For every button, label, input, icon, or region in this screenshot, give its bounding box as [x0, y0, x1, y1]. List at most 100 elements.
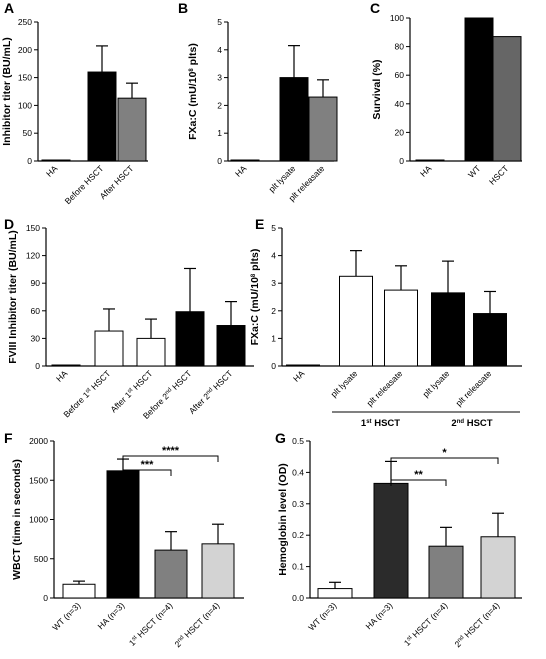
- panel-c-ytick-label: 40: [395, 99, 405, 109]
- panel-c-letter: C: [370, 0, 380, 16]
- panel-g-bar-1: [373, 482, 409, 599]
- panel-f-bar-0: [62, 583, 96, 599]
- panel-e-ytick-label: 2: [271, 306, 276, 316]
- panel-c-bar-0: [415, 159, 445, 162]
- panel-c-bar-1: [464, 17, 494, 162]
- panel-g-ytick-label: 0.1: [292, 562, 304, 572]
- panel-d-bar-3: [175, 311, 205, 367]
- panel-b-ytick-label: 4: [217, 45, 222, 55]
- panel-f-bar-1: [106, 470, 140, 599]
- panel-a-xtick-label-0: HA: [44, 163, 60, 179]
- panel-d-ytick-label: 30: [31, 333, 41, 343]
- panel-c-bar-2: [492, 36, 522, 162]
- panel-a-ytick-label: 0: [27, 156, 32, 166]
- panel-e-xtick-label-1: plt lysate: [329, 368, 360, 399]
- panel-g-xtick-label-1: HA (n=3): [363, 600, 394, 631]
- panel-d-ytick-label: 120: [26, 251, 40, 261]
- panel-d-bar-2: [136, 337, 166, 367]
- panel-c-ytick-label: 0: [399, 156, 404, 166]
- panel-e-group-label-1: 2nd HSCT: [451, 418, 492, 429]
- panel-d-letter: D: [4, 216, 14, 232]
- panel-b-ytick-label: 0: [217, 156, 222, 166]
- panel-a-ytick-label: 50: [23, 128, 33, 138]
- panel-f-sig-bracket-0: [122, 469, 172, 476]
- panel-e-bar-4: [473, 313, 507, 367]
- panel-a-ytick-label: 200: [18, 45, 32, 55]
- panel-e-ytick-label: 1: [271, 333, 276, 343]
- panel-c-xtick-label-1: WT: [466, 163, 482, 179]
- panel-g-sig-bracket-0: [390, 479, 447, 486]
- panel-d-xtick-label-1: Before 1st HSCT: [61, 368, 112, 419]
- panel-f-sig-bracket-1: [122, 455, 219, 462]
- panel-g-ytick-label: 0.3: [292, 499, 304, 509]
- panel-d-ytick-label: 60: [31, 306, 41, 316]
- panel-d-bar-1: [94, 330, 124, 367]
- panel-g-sig-label-0: **: [414, 469, 423, 481]
- panel-g-xtick-label-3: 2nd HSCT (n=4): [452, 600, 501, 649]
- panel-d-bar-0: [51, 364, 81, 367]
- panel-a-ytick-label: 150: [18, 73, 32, 83]
- panel-g-bar-2: [428, 545, 464, 599]
- panel-e-group-label-0: 1st HSCT: [361, 418, 400, 429]
- panel-b-bar-0: [230, 159, 260, 162]
- panel-g-ytick-label: 0.0: [292, 593, 304, 603]
- panel-g-ytick-label: 0.4: [292, 467, 304, 477]
- panel-g-sig-bracket-1: [390, 457, 499, 464]
- panel-c-ytick-label: 100: [390, 13, 404, 23]
- panel-f-bar-3: [201, 543, 235, 599]
- panel-g-ytick-label: 0.5: [292, 436, 304, 446]
- panel-c-ytick-label: 60: [395, 70, 405, 80]
- panel-e-xtick-label-2: plt releasate: [365, 368, 405, 408]
- panel-g-letter: G: [275, 430, 286, 446]
- panel-e-ytick-label: 5: [271, 223, 276, 233]
- panel-f-ytick-label: 1500: [29, 475, 48, 485]
- panel-f-xtick-label-0: WT (n=3): [50, 600, 82, 632]
- panel-e-bar-2: [384, 289, 418, 367]
- panel-f-ytick-label: 2000: [29, 436, 48, 446]
- panel-g-bar-0: [317, 588, 353, 599]
- panel-b-letter: B: [178, 0, 188, 16]
- panel-c-ytick-label: 80: [395, 42, 405, 52]
- panel-e-ytick-label: 3: [271, 278, 276, 288]
- panel-f-letter: F: [4, 430, 13, 446]
- panel-b-ytick-label: 2: [217, 100, 222, 110]
- panel-e-bar-1: [339, 275, 373, 367]
- panel-e-letter: E: [255, 216, 264, 232]
- panel-b-ytick-label: 1: [217, 128, 222, 138]
- panel-f-bar-2: [154, 549, 188, 599]
- panel-g-ytick-label: 0.2: [292, 530, 304, 540]
- panel-f-ytick-label: 500: [34, 554, 48, 564]
- panel-b-bar-2: [308, 96, 338, 162]
- panel-g-ylabel: Hemoglobin level (OD): [277, 463, 289, 576]
- panel-e-xtick-label-3: plt lysate: [421, 368, 452, 399]
- panel-c-ylabel: Survival (%): [371, 59, 383, 119]
- panel-b-xtick-label-0: HA: [233, 163, 249, 179]
- panel-d-ylabel: FVIII Inhibitor titer (BU/mL): [7, 230, 19, 364]
- panel-f-xtick-label-3: 2nd HSCT (n=4): [172, 600, 221, 649]
- panel-e-ytick-label: 4: [271, 251, 276, 261]
- panel-f-ylabel: WBCT (time in seconds): [11, 459, 23, 580]
- panel-f-sig-label-1: ****: [162, 445, 180, 457]
- panel-a-letter: A: [4, 0, 14, 16]
- panel-g-xtick-label-2: 1st HSCT (n=4): [402, 600, 450, 648]
- panel-b-ytick-label: 5: [217, 17, 222, 27]
- panel-a-ytick-label: 100: [18, 100, 32, 110]
- panel-f-ytick-label: 1000: [29, 515, 48, 525]
- panel-a-bar-1: [87, 71, 117, 162]
- panel-e-bar-3: [431, 292, 465, 367]
- panel-f-sig-label-0: ***: [141, 459, 155, 471]
- panel-d-ytick-label: 90: [31, 278, 41, 288]
- panel-e-ylabel: FXa:C (mU/108 plts): [249, 249, 261, 346]
- panel-a-xtick-label-1: Before HSCT: [63, 163, 106, 206]
- panel-g-sig-label-1: *: [442, 447, 447, 459]
- panel-c-ytick-label: 20: [395, 127, 405, 137]
- panel-e-ytick-label: 0: [271, 361, 276, 371]
- panel-d-ytick-label: 150: [26, 223, 40, 233]
- panel-b-ylabel: FXa:C (mU/108 plts): [187, 43, 199, 140]
- panel-f-xtick-label-1: HA (n=3): [95, 600, 126, 631]
- panel-c-xtick-label-0: HA: [418, 163, 434, 179]
- panel-b-bar-1: [279, 77, 309, 162]
- panel-e-xtick-label-0: HA: [291, 368, 307, 384]
- panel-f-ytick-label: 0: [43, 593, 48, 603]
